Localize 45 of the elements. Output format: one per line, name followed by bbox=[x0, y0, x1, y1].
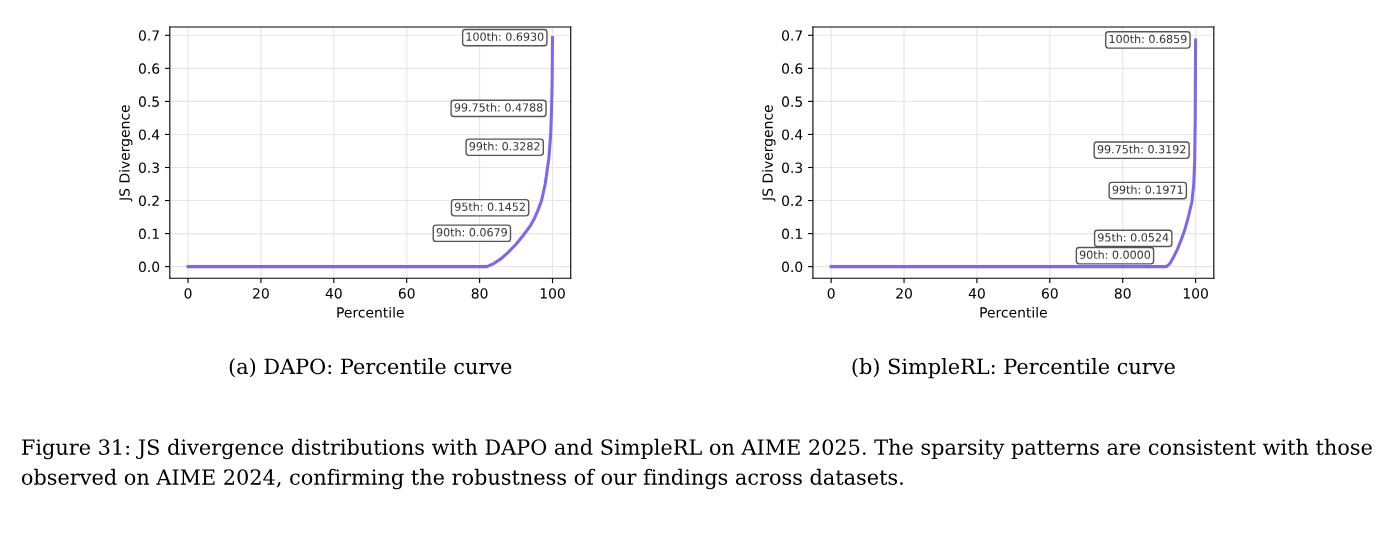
annotation: 99.75th: 0.4788 bbox=[454, 103, 543, 112]
y-tick-label: 0.7 bbox=[138, 30, 159, 41]
y-tick-label: 0.1 bbox=[782, 228, 802, 240]
x-tick-label: 40 bbox=[325, 288, 342, 299]
annotation: 90th: 0.0000 bbox=[1079, 250, 1151, 259]
annotation: 99.75th: 0.3192 bbox=[1097, 144, 1186, 154]
y-tick-label: 0.6 bbox=[782, 63, 803, 74]
y-tick-label: 0.5 bbox=[782, 96, 802, 107]
y-tick-label: 0.3 bbox=[138, 162, 159, 173]
annotation: 100th: 0.6859 bbox=[1109, 34, 1187, 44]
y-tick-label: 0.0 bbox=[782, 261, 803, 273]
x-tick-label: 0 bbox=[827, 288, 835, 299]
y-tick-label: 0.4 bbox=[782, 129, 803, 140]
x-tick-label: 80 bbox=[1114, 288, 1131, 299]
x-tick-label: 100 bbox=[540, 288, 565, 299]
x-tick-label: 80 bbox=[471, 288, 488, 299]
x-tick-label: 60 bbox=[398, 288, 415, 299]
x-axis-title: Percentile bbox=[337, 306, 404, 318]
y-tick-label: 0.3 bbox=[782, 162, 803, 173]
y-tick-label: 0.1 bbox=[138, 228, 159, 240]
annotation: 95th: 0.1452 bbox=[454, 202, 525, 211]
y-tick-label: 0.2 bbox=[782, 195, 802, 207]
y-axis-title: JS Divergence bbox=[119, 105, 133, 202]
text: (b) SimpleRL: Percentile curve bbox=[852, 358, 1175, 379]
x-axis-title: Percentile bbox=[980, 306, 1047, 318]
x-tick-label: 20 bbox=[253, 288, 269, 299]
x-tick-label: 60 bbox=[1041, 288, 1058, 299]
y-tick-label: 0.2 bbox=[138, 195, 159, 207]
y-tick-label: 0.7 bbox=[782, 30, 803, 41]
y-axis-title: JS Divergence bbox=[762, 105, 776, 202]
annotation: 95th: 0.0524 bbox=[1098, 233, 1169, 242]
x-tick-label: 100 bbox=[1183, 288, 1208, 299]
caption: Figure 31: JS divergence distributions with DAPO and SimpleRL on AIME 2025. The sparsity patterns are consistent with those observed on AIME 2024, confirming the robustness of our findings across datasets. bbox=[21, 438, 1372, 490]
x-tick-label: 20 bbox=[896, 288, 912, 299]
annotation: 99th: 0.3282 bbox=[469, 141, 540, 151]
x-tick-label: 0 bbox=[184, 288, 192, 299]
annotation: 99th: 0.1971 bbox=[1112, 185, 1183, 194]
annotation: 100th: 0.6930 bbox=[466, 32, 544, 41]
y-tick-label: 0.4 bbox=[138, 129, 160, 140]
y-tick-label: 0.0 bbox=[138, 261, 160, 273]
x-tick-label: 40 bbox=[968, 288, 985, 299]
y-tick-label: 0.5 bbox=[138, 96, 159, 107]
text: (a) DAPO: Percentile curve bbox=[229, 358, 512, 378]
y-tick-label: 0.6 bbox=[138, 63, 160, 74]
annotation: 90th: 0.0679 bbox=[436, 227, 507, 237]
